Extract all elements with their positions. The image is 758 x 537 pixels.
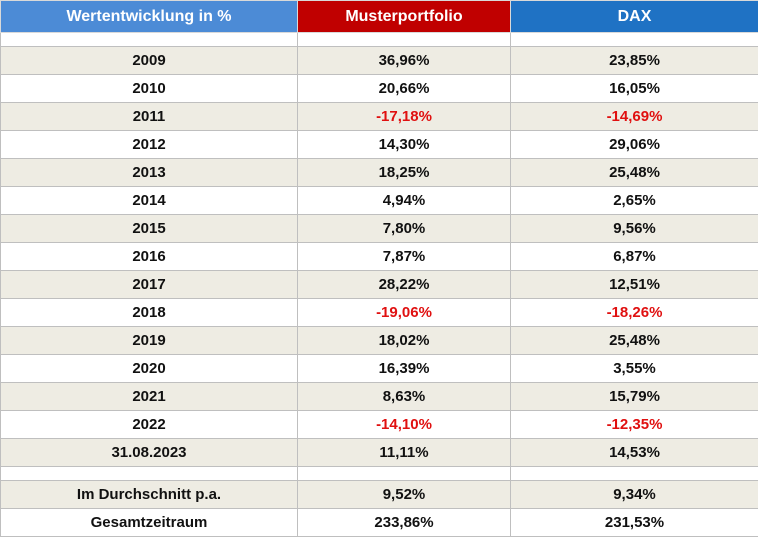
musterportfolio-value: 4,94% — [298, 187, 511, 215]
spacer-row-top — [1, 33, 758, 47]
summary-label: Gesamtzeitraum — [1, 509, 298, 537]
dax-value: 9,56% — [511, 215, 758, 243]
header-dax: DAX — [511, 1, 758, 33]
dax-value: -14,69% — [511, 103, 758, 131]
musterportfolio-value: 20,66% — [298, 75, 511, 103]
dax-value: 23,85% — [511, 47, 758, 75]
dax-value: 16,05% — [511, 75, 758, 103]
dax-value: 2,65% — [511, 187, 758, 215]
musterportfolio-value: 28,22% — [298, 271, 511, 299]
musterportfolio-value: -19,06% — [298, 299, 511, 327]
row-label: 2012 — [1, 131, 298, 159]
musterportfolio-value: 9,52% — [298, 481, 511, 509]
musterportfolio-value: 11,11% — [298, 439, 511, 467]
row-label: 2010 — [1, 75, 298, 103]
dax-value: 9,34% — [511, 481, 758, 509]
dax-value: 29,06% — [511, 131, 758, 159]
spacer-row-bottom — [1, 467, 758, 481]
row-label: 31.08.2023 — [1, 439, 298, 467]
table-row: 2018-19,06%-18,26% — [1, 299, 758, 327]
row-label: 2011 — [1, 103, 298, 131]
row-label: 2021 — [1, 383, 298, 411]
musterportfolio-value: 18,02% — [298, 327, 511, 355]
musterportfolio-value: 233,86% — [298, 509, 511, 537]
dax-value: 25,48% — [511, 159, 758, 187]
dax-value: 15,79% — [511, 383, 758, 411]
row-label: 2013 — [1, 159, 298, 187]
row-label: 2019 — [1, 327, 298, 355]
dax-value: -18,26% — [511, 299, 758, 327]
dax-value: -12,35% — [511, 411, 758, 439]
musterportfolio-value: 14,30% — [298, 131, 511, 159]
row-label: 2018 — [1, 299, 298, 327]
musterportfolio-value: 7,80% — [298, 215, 511, 243]
musterportfolio-value: 16,39% — [298, 355, 511, 383]
dax-value: 12,51% — [511, 271, 758, 299]
musterportfolio-value: 36,96% — [298, 47, 511, 75]
musterportfolio-value: -17,18% — [298, 103, 511, 131]
table-row: 2022-14,10%-12,35% — [1, 411, 758, 439]
row-label: 2016 — [1, 243, 298, 271]
row-label: 2009 — [1, 47, 298, 75]
dax-value: 25,48% — [511, 327, 758, 355]
summary-label: Im Durchschnitt p.a. — [1, 481, 298, 509]
row-label: 2020 — [1, 355, 298, 383]
header-label: Wertentwicklung in % — [1, 1, 298, 33]
row-label: 2014 — [1, 187, 298, 215]
dax-value: 231,53% — [511, 509, 758, 537]
musterportfolio-value: 7,87% — [298, 243, 511, 271]
table-header-row: Wertentwicklung in % Musterportfolio DAX — [1, 1, 758, 33]
row-label: 2022 — [1, 411, 298, 439]
row-label: 2015 — [1, 215, 298, 243]
musterportfolio-value: -14,10% — [298, 411, 511, 439]
dax-value: 6,87% — [511, 243, 758, 271]
table-row: 2011-17,18%-14,69% — [1, 103, 758, 131]
dax-value: 3,55% — [511, 355, 758, 383]
musterportfolio-value: 8,63% — [298, 383, 511, 411]
musterportfolio-value: 18,25% — [298, 159, 511, 187]
header-musterportfolio: Musterportfolio — [298, 1, 511, 33]
row-label: 2017 — [1, 271, 298, 299]
dax-value: 14,53% — [511, 439, 758, 467]
summary-row-average: Im Durchschnitt p.a.9,52%9,34% — [1, 481, 758, 509]
